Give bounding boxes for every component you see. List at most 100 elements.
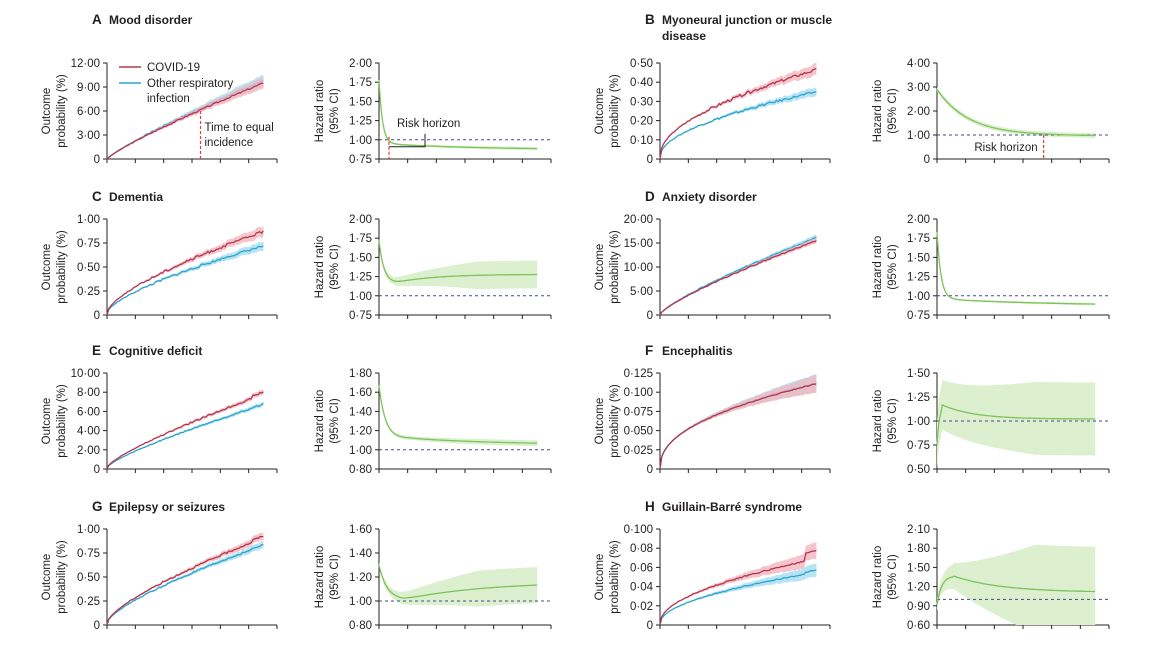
- hr-E-ytick-label: 1·60: [349, 387, 372, 399]
- prob-F-ytick-label: 0·050: [624, 426, 653, 438]
- panel-title-H-line-1: Guillain-Barré syndrome: [662, 500, 802, 514]
- hr-G-ytick-label: 1·00: [349, 596, 372, 608]
- hr-ylabel-H-line-1: Hazard ratio: [872, 546, 884, 609]
- prob-G-ytick-label: 1·00: [77, 524, 100, 536]
- hr-ylabel-H: Hazard ratio (95% CI): [872, 546, 899, 609]
- hr-E-ytick-label: 1·00: [349, 445, 372, 457]
- prob-C-ytick-label: 0·75: [77, 238, 100, 250]
- prob-A-ytick-label: 3·00: [77, 130, 100, 142]
- prob-D-ytick-label: 20·00: [624, 214, 653, 226]
- hr-C-ytick-label: 1·50: [349, 252, 372, 264]
- prob-E-ytick-label: 4·00: [77, 426, 100, 438]
- hr-line-E: [378, 385, 538, 444]
- hr-ylabel-F-line-1: Hazard ratio: [872, 390, 884, 453]
- prob-ylabel-A-line-1: Outcome: [41, 88, 53, 135]
- hr-F-ytick-label: 0·75: [907, 440, 930, 452]
- panel-letter-C: C: [92, 189, 102, 204]
- prob-E-ytick-label: 10·00: [71, 368, 100, 380]
- hr-A-ytick-label: 1·50: [349, 96, 372, 108]
- hr-ylabel-G-line-2: (95% CI): [329, 554, 341, 600]
- prob-ylabel-B-line-1: Outcome: [594, 88, 606, 135]
- hr-ylabel-C-line-1: Hazard ratio: [314, 236, 326, 299]
- hr-ylabel-A: Hazard ratio (95% CI): [314, 80, 341, 143]
- prob-E-ytick-label: 0: [94, 464, 100, 476]
- prob-H-ytick-label: 0·04: [630, 582, 654, 594]
- hr-H-ytick-label: 2·10: [907, 524, 930, 536]
- risk-horizon-bracket: [389, 133, 426, 148]
- prob-ylabel-G-line-1: Outcome: [41, 554, 53, 601]
- hr-line-B: [936, 89, 1096, 137]
- hr-A-ytick-label: 2·00: [349, 58, 372, 70]
- hr-ylabel-D-line-2: (95% CI): [887, 244, 899, 290]
- hr-ylabel-D: Hazard ratio (95% CI): [872, 236, 899, 299]
- hr-ci-band-F: [937, 380, 1096, 469]
- prob-ci-band-covid-G: [107, 532, 264, 625]
- hr-F-ytick-label: 1·00: [907, 416, 930, 428]
- hr-line-F: [936, 403, 1096, 446]
- prob-ylabel-G: Outcome probability (%): [41, 540, 68, 614]
- panel-title-B-line-2: disease: [662, 29, 706, 43]
- prob-ylabel-F: Outcome probability (%): [594, 384, 621, 458]
- prob-G-ytick-label: 0: [94, 620, 100, 632]
- hr-ylabel-C-line-2: (95% CI): [329, 244, 341, 290]
- panel-title-B-line-1: Myoneural junction or muscle: [662, 13, 832, 27]
- prob-ylabel-D-line-2: probability (%): [609, 230, 621, 304]
- prob-line-other-G: [106, 544, 264, 626]
- equal-incidence-label-line-1: Time to equal: [205, 122, 274, 134]
- hr-plot-G: 0·80 1·00 1·20 1·40 1·60 Hazard ratio (95% CI): [314, 524, 552, 632]
- prob-line-covid-B: [659, 67, 817, 160]
- hr-ylabel-F-line-2: (95% CI): [887, 398, 899, 444]
- prob-ylabel-G-line-2: probability (%): [56, 540, 68, 614]
- prob-B-ytick-label: 0·30: [630, 96, 653, 108]
- hr-H-ytick-label: 0·90: [907, 601, 930, 613]
- hr-A-ytick-label: 1·00: [349, 135, 372, 147]
- hr-ylabel-E-line-1: Hazard ratio: [314, 390, 326, 453]
- hr-A-ytick-label: 1·75: [349, 77, 372, 89]
- hr-G-ytick-label: 0·80: [349, 620, 372, 632]
- prob-ylabel-C: Outcome probability (%): [41, 230, 68, 304]
- hr-G-ytick-label: 1·60: [349, 524, 372, 536]
- prob-F-ytick-label: 0·125: [624, 368, 653, 380]
- hr-ylabel-B-line-1: Hazard ratio: [872, 80, 884, 143]
- prob-line-covid-E: [106, 391, 264, 470]
- hr-ylabel-E-line-2: (95% CI): [329, 398, 341, 444]
- hr-D-ytick-label: 1·25: [907, 272, 930, 284]
- prob-ci-band-covid-H: [660, 541, 817, 625]
- panel-letter-D: D: [645, 189, 655, 204]
- hr-B-ytick-label: 1·00: [907, 130, 930, 142]
- prob-B-ytick-label: 0·40: [630, 77, 653, 89]
- prob-ylabel-D-line-1: Outcome: [594, 244, 606, 291]
- prob-B-ytick-label: 0: [647, 154, 653, 166]
- panel-letter-A: A: [92, 12, 102, 27]
- hr-ci-band-C: [379, 238, 538, 290]
- hr-D-ytick-label: 0·75: [907, 310, 930, 322]
- hr-ylabel-G: Hazard ratio (95% CI): [314, 546, 341, 609]
- prob-plot-B: 0 0·10 0·20 0·30 0·40 0·50 Outcome probability …: [594, 58, 831, 166]
- hr-H-ytick-label: 0·60: [907, 620, 930, 632]
- panel-title-E-line-1: Cognitive deficit: [109, 344, 202, 358]
- prob-ci-band-covid-C: [107, 225, 264, 315]
- prob-line-covid-A: [106, 82, 264, 160]
- prob-D-ytick-label: 10·00: [624, 262, 653, 274]
- hr-ci-band-A: [379, 79, 538, 151]
- prob-E-ytick-label: 2·00: [77, 445, 100, 457]
- legend-label-covid: COVID-19: [147, 62, 200, 74]
- hr-F-ytick-label: 0·50: [907, 464, 930, 476]
- prob-ylabel-C-line-2: probability (%): [56, 230, 68, 304]
- prob-A-ytick-label: 6·00: [77, 106, 100, 118]
- panel-title-G-line-1: Epilepsy or seizures: [109, 500, 225, 514]
- prob-A-ytick-label: 0: [94, 154, 100, 166]
- prob-plot-C: 0 0·25 0·50 0·75 1·00 Outcome probability (%): [41, 214, 278, 322]
- hr-B-ytick-label: 3·00: [907, 82, 930, 94]
- prob-C-ytick-label: 0·50: [77, 262, 100, 274]
- panel-letter-E: E: [92, 343, 101, 358]
- hr-A-ytick-label: 0·75: [349, 154, 372, 166]
- prob-A-ytick-label: 12·00: [71, 58, 100, 70]
- prob-ci-band-covid-D: [660, 237, 817, 315]
- hr-ylabel-B-line-2: (95% CI): [887, 88, 899, 134]
- hr-plot-H: 0·60 0·90 1·20 1·50 1·80 2·10 Hazard ratio (95%…: [872, 524, 1110, 632]
- prob-ylabel-E-line-1: Outcome: [41, 398, 53, 445]
- hr-ylabel-C: Hazard ratio (95% CI): [314, 236, 341, 299]
